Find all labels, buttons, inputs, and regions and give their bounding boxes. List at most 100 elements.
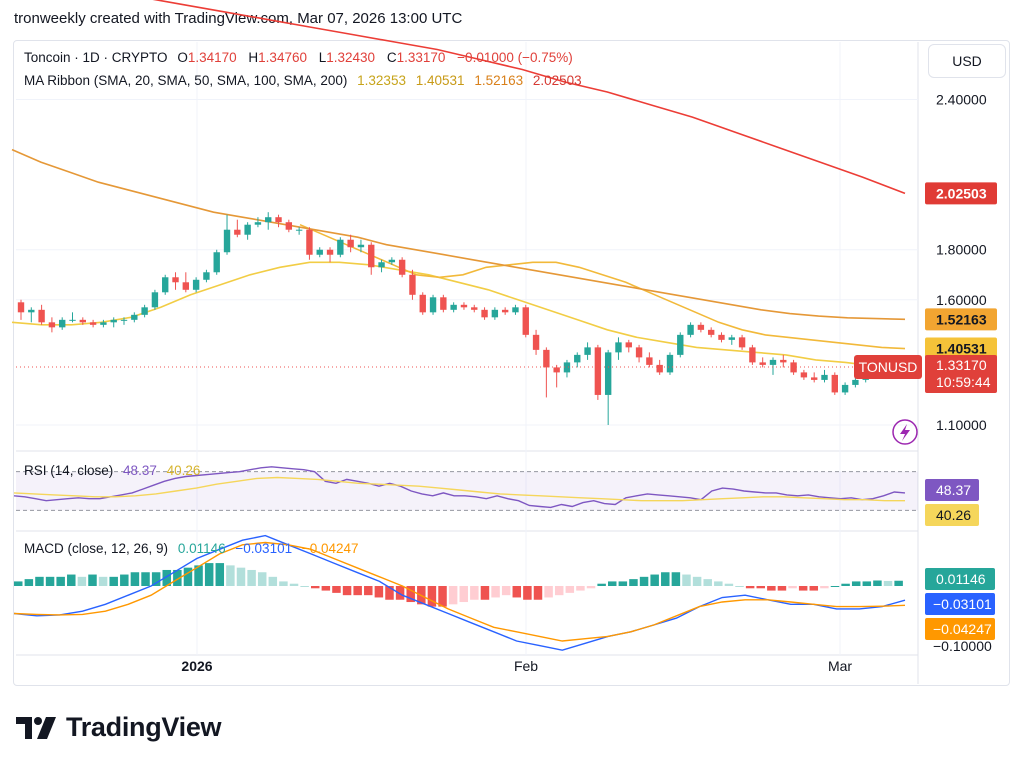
macd-histogram-bar (342, 586, 352, 596)
macd-histogram-bar (204, 563, 214, 586)
candle-body (471, 307, 478, 310)
close-value: C1.33170 (386, 50, 446, 65)
sma-50-line (299, 223, 906, 350)
candle-body (192, 279, 200, 290)
price-axis-label: 1.80000 (936, 242, 987, 258)
change-value: −0.01000 (−0.75%) (457, 50, 573, 65)
macd-histogram-bar (141, 572, 150, 586)
symbol-tag-label: TONUSD (859, 359, 918, 375)
candle-body (59, 319, 66, 328)
candle-body (800, 372, 808, 378)
low-value: L1.32430 (318, 50, 376, 65)
rsi-title[interactable]: RSI (14, close) (24, 463, 114, 478)
macd-histogram-bar (714, 581, 723, 586)
macd-hist-badge-label: 0.01146 (936, 571, 986, 587)
macd-histogram-bar (883, 580, 893, 586)
rsi-ma-badge (925, 504, 979, 526)
candle-body (769, 359, 777, 365)
candle-body (543, 349, 550, 368)
macd-legend: MACD (close, 12, 26, 9) 0.01146 −0.03101… (24, 541, 365, 556)
candle-body (295, 229, 303, 231)
candle-body (831, 374, 838, 393)
macd-histogram-bar (671, 572, 681, 586)
ma-value-50: 1.40531 (415, 73, 465, 88)
candle-body (172, 277, 179, 283)
candle-body (841, 384, 849, 393)
macd-histogram-bar (56, 576, 65, 586)
tradingview-logo: TradingView (16, 712, 222, 743)
ma-ribbon-title[interactable]: MA Ribbon (SMA, 20, SMA, 50, SMA, 100, S… (24, 73, 348, 88)
candle-body (28, 309, 35, 313)
candle-body (244, 224, 251, 235)
macd-histogram-bar (130, 572, 140, 586)
macd-histogram-bar (289, 583, 299, 586)
open-value: O1.34170 (177, 50, 237, 65)
macd-histogram-bar (830, 586, 840, 587)
candle-body (419, 294, 426, 313)
candle-body (532, 334, 540, 350)
macd-histogram-bar (427, 586, 437, 607)
macd-histogram-bar (491, 586, 500, 598)
candle-body (254, 222, 262, 225)
macd-histogram-bar (395, 586, 405, 600)
current-price-label: 1.33170 (936, 357, 987, 373)
ma-value-100: 1.52163 (474, 73, 524, 88)
candle-body (687, 324, 694, 335)
rsi-ma-badge-label: 40.26 (936, 507, 971, 523)
candle-body (574, 354, 581, 363)
macd-histogram-bar (109, 576, 118, 586)
price-badge (925, 308, 997, 331)
candle-body (749, 347, 756, 363)
macd-histogram-bar (682, 574, 691, 586)
candle-body (151, 292, 159, 308)
macd-histogram-bar (438, 586, 447, 607)
macd-histogram-bar (470, 586, 479, 600)
symbol-label[interactable]: Toncoin · 1D · CRYPTO (24, 50, 168, 65)
candle-body (852, 379, 859, 385)
candle-body (131, 314, 138, 320)
macd-histogram-bar (820, 586, 829, 589)
macd-histogram-bar (745, 586, 755, 589)
sma-100-line (11, 148, 906, 321)
macd-histogram-bar (777, 586, 787, 591)
candle-body (615, 342, 622, 353)
ma-value-200: 2.02503 (532, 73, 582, 88)
macd-histogram-bar (618, 581, 628, 586)
macd-histogram-bar (480, 586, 490, 600)
candle-body (89, 322, 97, 325)
candle-body (501, 309, 509, 313)
macd-title[interactable]: MACD (close, 12, 26, 9) (24, 541, 169, 556)
high-value: H1.34760 (248, 50, 307, 65)
candle-body (625, 342, 632, 348)
macd-histogram-bar (332, 586, 341, 593)
macd-histogram-bar (311, 586, 320, 589)
macd-histogram-bar (194, 565, 203, 586)
candle-body (512, 307, 519, 313)
macd-histogram-bar (639, 576, 649, 586)
macd-histogram-bar (841, 583, 850, 586)
macd-histogram-bar (300, 586, 309, 587)
macd-histogram-bar (767, 586, 776, 591)
candle-body (635, 347, 643, 358)
candle-body (48, 322, 56, 328)
sma-20-line (11, 261, 906, 371)
candle-body (234, 229, 241, 235)
chart-panel[interactable] (13, 40, 1010, 686)
candle-body (759, 362, 766, 365)
macd-histogram-bar (374, 586, 384, 598)
candle-body (38, 309, 45, 323)
candle-body (584, 347, 591, 355)
currency-button[interactable]: USD (928, 44, 1006, 78)
macd-histogram-bar (597, 583, 606, 586)
candle-body (120, 319, 128, 321)
macd-badge-label: −0.03101 (933, 596, 992, 612)
candle-body (780, 359, 787, 363)
macd-histogram-bar (183, 567, 193, 586)
chart-attribution-header: tronweekly created with TradingView.com,… (14, 10, 463, 27)
macd-histogram-bar (151, 572, 161, 586)
time-axis-label: Feb (514, 658, 538, 674)
macd-histogram-bar (247, 569, 256, 586)
macd-histogram-bar (629, 579, 638, 586)
candle-body (604, 352, 612, 395)
